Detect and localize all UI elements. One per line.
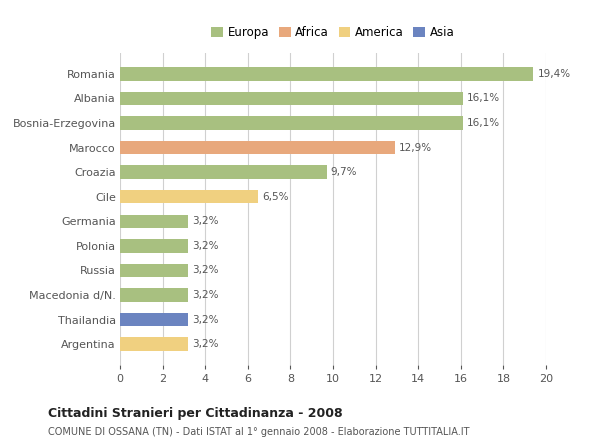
Bar (120, 239, 188, 253)
Text: 16,1%: 16,1% (467, 118, 500, 128)
Text: COMUNE DI OSSANA (TN) - Dati ISTAT al 1° gennaio 2008 - Elaborazione TUTTITALIA.: COMUNE DI OSSANA (TN) - Dati ISTAT al 1°… (48, 427, 470, 437)
Text: 6,5%: 6,5% (263, 192, 289, 202)
Bar (120, 190, 259, 203)
Text: 19,4%: 19,4% (538, 69, 571, 79)
Text: 16,1%: 16,1% (467, 93, 500, 103)
Text: 9,7%: 9,7% (331, 167, 358, 177)
Bar (120, 288, 188, 302)
Bar (120, 165, 326, 179)
Text: 3,2%: 3,2% (193, 265, 219, 275)
Bar (120, 337, 188, 351)
Text: 3,2%: 3,2% (193, 290, 219, 300)
Legend: Europa, Africa, America, Asia: Europa, Africa, America, Asia (206, 21, 460, 44)
Bar (120, 215, 188, 228)
Text: Cittadini Stranieri per Cittadinanza - 2008: Cittadini Stranieri per Cittadinanza - 2… (48, 407, 343, 420)
Text: 3,2%: 3,2% (193, 216, 219, 226)
Bar (120, 92, 463, 105)
Bar (120, 67, 533, 81)
Bar (120, 116, 463, 130)
Text: 12,9%: 12,9% (399, 143, 432, 153)
Bar (120, 141, 395, 154)
Text: 3,2%: 3,2% (193, 241, 219, 251)
Bar (120, 313, 188, 326)
Text: 3,2%: 3,2% (193, 339, 219, 349)
Bar (120, 264, 188, 277)
Text: 3,2%: 3,2% (193, 315, 219, 325)
